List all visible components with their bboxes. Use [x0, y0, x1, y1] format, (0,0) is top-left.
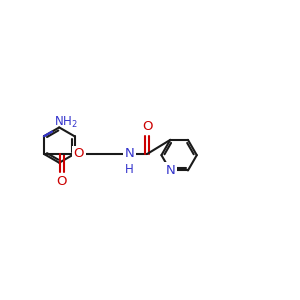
- Text: O: O: [56, 175, 67, 188]
- Text: O: O: [142, 120, 152, 133]
- Text: N: N: [165, 164, 175, 177]
- Text: NH$_2$: NH$_2$: [55, 115, 78, 130]
- Text: N: N: [125, 147, 134, 161]
- Text: O: O: [74, 147, 84, 161]
- Text: H: H: [125, 163, 134, 176]
